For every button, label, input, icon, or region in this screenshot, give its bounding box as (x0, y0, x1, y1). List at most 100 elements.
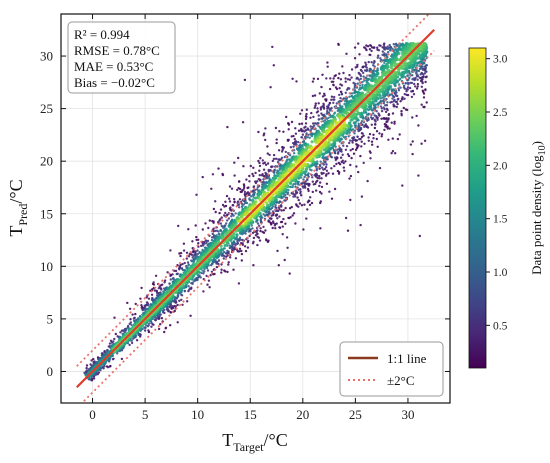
data-point (341, 105, 344, 108)
data-point (195, 238, 198, 242)
data-point (274, 204, 277, 207)
data-point (336, 148, 339, 151)
data-point (223, 205, 226, 208)
data-point (274, 205, 277, 209)
data-point (371, 109, 374, 112)
data-point (220, 224, 223, 228)
data-point (90, 377, 94, 380)
data-point (217, 262, 220, 266)
data-point (240, 252, 244, 256)
data-point (385, 107, 389, 111)
data-point (278, 200, 282, 203)
data-point (343, 169, 346, 172)
data-point (383, 61, 386, 65)
data-point (280, 209, 283, 212)
data-point (324, 174, 328, 177)
data-point (114, 332, 118, 336)
data-point (188, 253, 191, 256)
data-point (366, 68, 369, 72)
data-point (275, 138, 278, 141)
data-point (325, 182, 329, 185)
data-point (280, 156, 284, 159)
data-point (256, 180, 259, 183)
data-point (186, 261, 190, 264)
data-point (243, 245, 247, 248)
data-point (337, 43, 340, 47)
data-point (365, 66, 368, 69)
data-point (169, 278, 172, 281)
data-point (425, 101, 428, 104)
data-point (364, 76, 367, 80)
data-point (152, 281, 155, 284)
data-point (346, 78, 350, 81)
data-point (343, 100, 347, 103)
data-point (85, 364, 89, 367)
data-point (139, 297, 142, 300)
data-point (259, 229, 262, 233)
data-point (294, 185, 297, 188)
data-point (130, 341, 134, 345)
data-point (382, 106, 385, 109)
data-point (199, 244, 203, 248)
data-point (272, 64, 275, 67)
data-point (420, 85, 423, 89)
data-point (248, 174, 251, 178)
data-point (372, 112, 375, 115)
data-point (387, 113, 391, 116)
data-point (349, 139, 352, 142)
data-point (126, 301, 129, 305)
data-point (257, 130, 260, 134)
data-point (398, 133, 401, 136)
data-point (293, 152, 296, 155)
data-point (366, 179, 369, 183)
data-point (405, 90, 408, 93)
data-point (147, 329, 150, 332)
data-point (209, 274, 212, 277)
data-point (391, 112, 395, 115)
data-point (229, 206, 232, 209)
data-point (187, 285, 190, 288)
data-point (359, 88, 362, 91)
data-point (191, 240, 194, 243)
data-point (375, 137, 378, 141)
data-point (334, 158, 337, 162)
data-point (271, 159, 275, 163)
data-point (391, 97, 394, 100)
data-point (183, 268, 186, 272)
data-point (305, 132, 308, 135)
data-point (287, 123, 291, 126)
data-point (261, 159, 264, 162)
data-point (275, 141, 278, 145)
data-point (417, 69, 421, 73)
data-point (293, 137, 296, 141)
data-point (119, 331, 122, 334)
data-point (232, 268, 235, 271)
data-point (409, 56, 413, 60)
data-point (333, 164, 336, 168)
data-point (256, 222, 260, 225)
data-point (258, 224, 261, 227)
data-point (300, 127, 303, 131)
data-point (211, 262, 214, 265)
data-point (288, 207, 292, 210)
data-point (322, 107, 326, 110)
data-point (198, 274, 201, 277)
data-point (211, 173, 215, 176)
data-point (290, 135, 293, 138)
data-point (422, 90, 425, 94)
data-point (360, 135, 364, 139)
data-point (239, 241, 243, 245)
data-point (338, 87, 341, 90)
data-point (320, 171, 323, 175)
data-point (369, 75, 372, 78)
data-point (140, 304, 143, 307)
data-point (237, 156, 240, 160)
data-point (296, 196, 299, 199)
data-point (269, 217, 273, 220)
data-point (385, 55, 389, 59)
data-point (363, 125, 366, 128)
data-point (312, 115, 315, 119)
data-point (233, 197, 236, 201)
data-point (319, 108, 323, 111)
data-point (129, 318, 132, 321)
